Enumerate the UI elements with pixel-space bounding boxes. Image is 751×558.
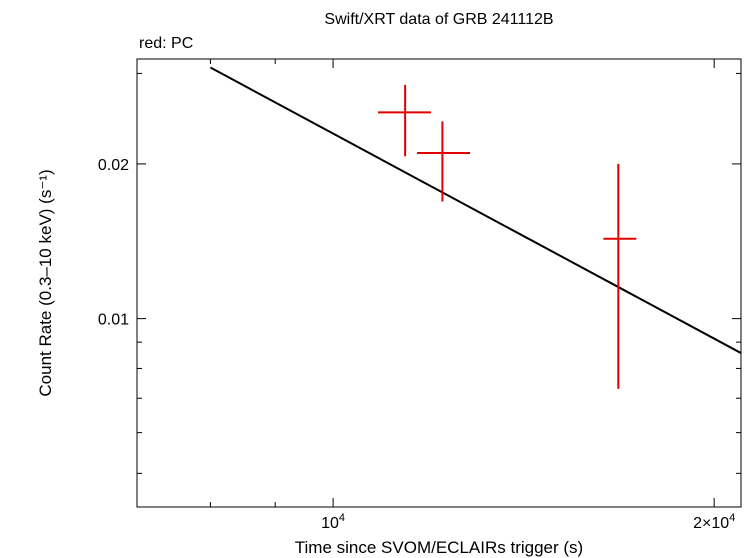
y-tick-label: 0.02 [98, 157, 129, 174]
axis-ticks [136, 59, 741, 507]
plot-frame [136, 58, 742, 508]
x-tick-label: 2×104 [693, 512, 735, 532]
chart-title: Swift/XRT data of GRB 241112B [324, 11, 553, 28]
y-tick-labels: 0.01 0.02 [98, 157, 129, 329]
y-axis-label: Count Rate (0.3–10 keV) (s⁻¹) [36, 169, 55, 396]
data-point [603, 163, 637, 389]
y-tick-label: 0.01 [98, 312, 129, 329]
data-point [377, 84, 432, 157]
data-point [417, 121, 471, 202]
model-line-group [209, 66, 742, 354]
data-points [377, 84, 637, 389]
x-tick-label: 104 [321, 512, 345, 532]
x-axis-label: Time since SVOM/ECLAIRs trigger (s) [295, 538, 583, 557]
model-line [209, 66, 742, 354]
x-tick-labels: 104 2×104 [321, 512, 735, 532]
legend-text: red: PC [139, 35, 193, 52]
